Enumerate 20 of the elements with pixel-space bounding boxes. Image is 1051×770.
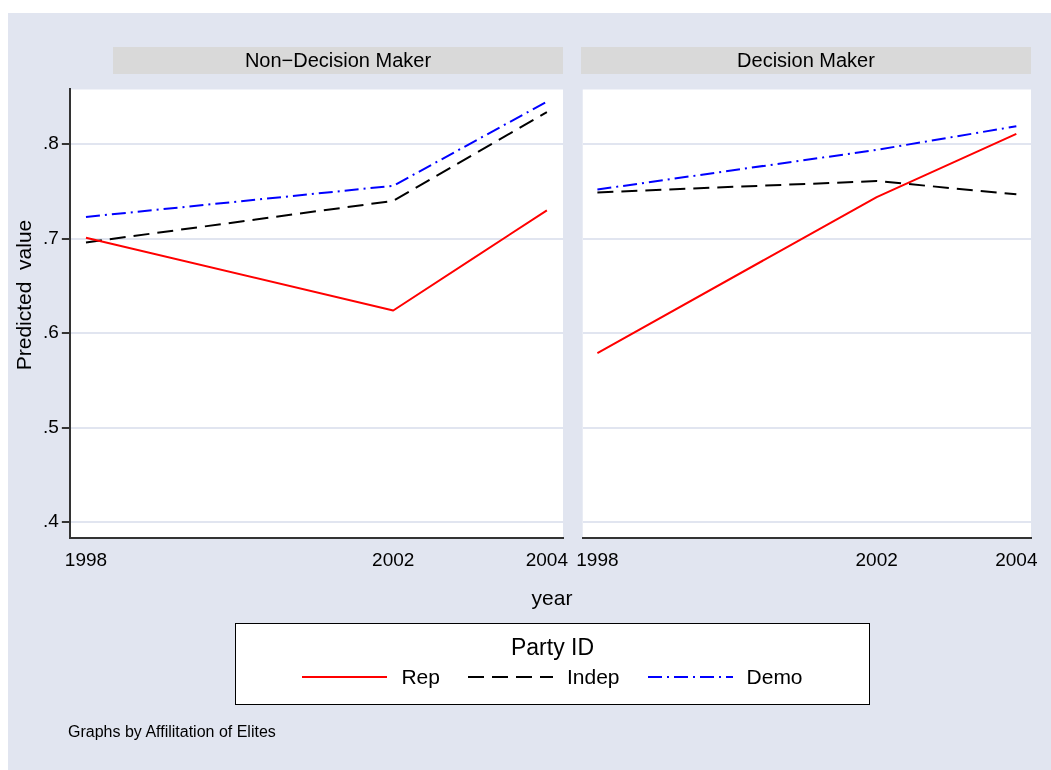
x-axis-title: year <box>531 586 573 610</box>
legend-label: Indep <box>566 665 620 689</box>
x-tick-label: 2002 <box>855 548 898 570</box>
legend-label: Rep <box>401 665 440 689</box>
y-tick-label: .6 <box>42 321 59 343</box>
y-tick-label: .4 <box>42 510 60 532</box>
x-tick-label: 1998 <box>576 548 619 570</box>
x-tick-label: 2004 <box>995 548 1038 570</box>
text: Graphs by Affilitation of Elites <box>68 723 276 741</box>
chart-title: Non−Decision Maker <box>113 47 563 74</box>
x-tick-label: 2002 <box>372 548 415 570</box>
legend-label: Demo <box>746 665 803 689</box>
x-tick-label: 1998 <box>64 548 108 570</box>
y-tick-label: .7 <box>42 226 59 248</box>
y-tick-label: .5 <box>42 415 59 437</box>
chart-title: Decision Maker <box>581 47 1031 74</box>
legend-title: Party ID <box>509 634 596 661</box>
y-tick-label: .8 <box>42 132 59 154</box>
x-tick-label: 2004 <box>525 548 569 570</box>
y-axis-title: Predicted value <box>12 219 36 371</box>
